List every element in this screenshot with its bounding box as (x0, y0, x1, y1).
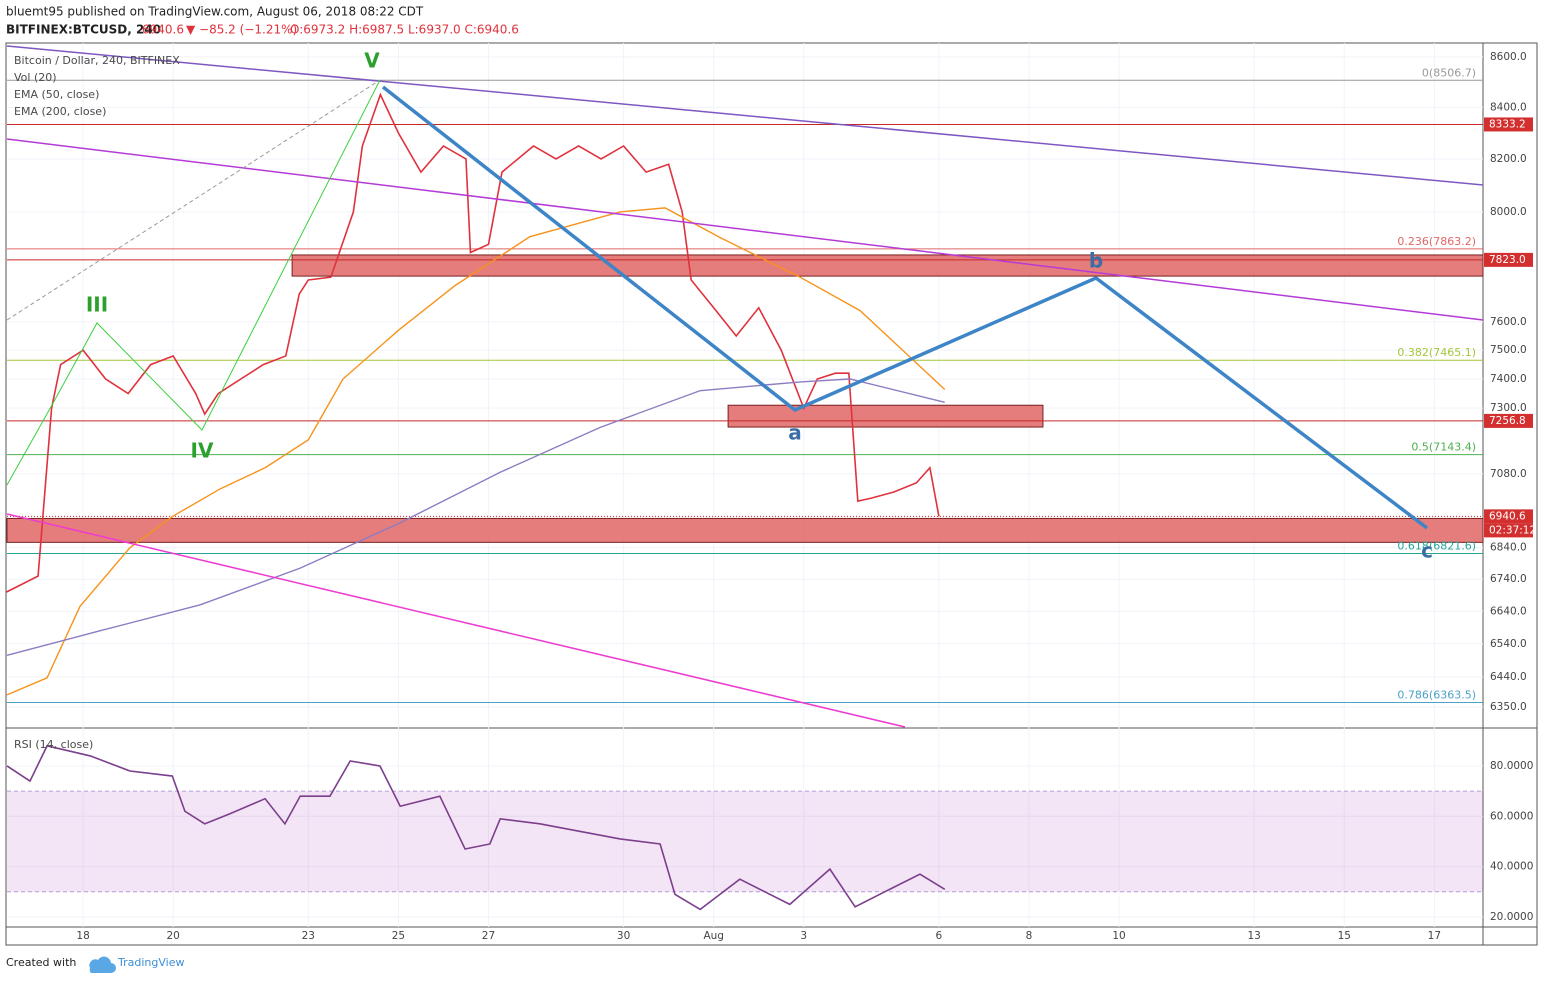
legend-entry: Vol (20) (14, 71, 57, 84)
y-tick-label: 80.0000 (1490, 760, 1533, 772)
wave-label: c (1421, 539, 1433, 563)
zone (6, 517, 1484, 543)
y-tick-label: 20.0000 (1490, 911, 1533, 923)
y-tick-label: 7300.0 (1490, 402, 1527, 414)
countdown: 02:37:12 (1489, 524, 1536, 536)
price-tag-label: 7823.0 (1489, 254, 1526, 266)
x-tick-label: 10 (1112, 930, 1125, 942)
wave-label: V (364, 49, 380, 73)
logo (89, 956, 116, 973)
x-tick-label: 17 (1428, 930, 1441, 942)
footer-brand: TradingView (117, 956, 184, 969)
fib-label: 0.618(6821.6) (1397, 539, 1476, 552)
series-line (6, 744, 946, 911)
zone (727, 404, 1044, 428)
trendline (6, 79, 381, 321)
wave-label: b (1089, 249, 1103, 273)
y-tick-label: 6740.0 (1490, 573, 1527, 585)
legend-entry: Bitcoin / Dollar, 240, BITFINEX (14, 54, 180, 67)
fib-label: 0.236(7863.2) (1397, 235, 1476, 248)
rsi-title: RSI (14, close) (14, 738, 93, 751)
price-tag-label: 6940.6 (1489, 510, 1526, 522)
series-line (6, 207, 946, 696)
price-tag (1484, 117, 1533, 132)
trendline (6, 45, 1484, 186)
price-tag (1484, 413, 1533, 428)
price-tag (1484, 509, 1533, 524)
x-tick-label: 15 (1338, 930, 1351, 942)
x-tick-label: Aug (703, 930, 724, 942)
symbol: BITFINEX:BTCUSD, 240 (6, 23, 161, 37)
x-tick-label: 3 (800, 930, 807, 942)
y-tick-label: 8600.0 (1490, 51, 1527, 63)
trendline (6, 138, 1484, 321)
x-tick-label: 8 (1026, 930, 1033, 942)
abc-path (381, 85, 1429, 530)
wave-label: a (788, 421, 802, 445)
x-tick-label: 20 (167, 930, 180, 942)
rsi-band (7, 791, 1483, 892)
fib-label: 0.5(7143.4) (1411, 441, 1476, 454)
fib-label: 0(8506.7) (1422, 66, 1476, 79)
y-tick-label: 8000.0 (1490, 206, 1527, 218)
price-tag-label: 7256.8 (1489, 415, 1526, 427)
x-tick-label: 6 (936, 930, 943, 942)
legend-entry: EMA (200, close) (14, 105, 106, 118)
footer-created: Created with (6, 956, 76, 969)
y-tick-label: 8400.0 (1490, 101, 1527, 113)
y-tick-label: 6840.0 (1490, 542, 1527, 554)
trendline (6, 513, 906, 728)
x-tick-label: 27 (482, 930, 495, 942)
wave-label: IV (191, 439, 214, 463)
frame (5, 42, 1538, 946)
price-tag (1484, 252, 1533, 267)
change: ▼ −85.2 (−1.21%) (186, 23, 297, 37)
y-tick-label: 6540.0 (1490, 638, 1527, 650)
legend-entry: EMA (50, close) (14, 88, 99, 101)
price-tag-label: 8333.2 (1489, 118, 1526, 130)
fib-label: 0.382(7465.1) (1397, 346, 1476, 359)
y-tick-label: 7080.0 (1490, 468, 1527, 480)
x-tick-label: 13 (1248, 930, 1261, 942)
wave-path (6, 79, 381, 486)
trendlines (6, 45, 1484, 728)
wave-label: III (86, 293, 108, 317)
zone (291, 254, 1484, 277)
last-price: 6940.6 (142, 23, 184, 37)
x-tick-label: 30 (617, 930, 630, 942)
y-tick-label: 60.0000 (1490, 810, 1533, 822)
y-tick-label: 7500.0 (1490, 344, 1527, 356)
countdown-tag (1484, 523, 1533, 538)
published: bluemt95 published on TradingView.com, A… (6, 5, 424, 19)
x-tick-label: 25 (392, 930, 405, 942)
fib-label: 0.786(6363.5) (1397, 688, 1476, 701)
y-tick-label: 6350.0 (1490, 701, 1527, 713)
y-tick-label: 7400.0 (1490, 373, 1527, 385)
y-tick-label: 6440.0 (1490, 671, 1527, 683)
y-tick-label: 8200.0 (1490, 153, 1527, 165)
ohlc: O:6973.2 H:6987.5 L:6937.0 C:6940.6 (290, 23, 519, 37)
x-tick-label: 18 (76, 930, 89, 942)
y-tick-label: 7600.0 (1490, 316, 1527, 328)
y-tick-label: 6640.0 (1490, 605, 1527, 617)
series-line (6, 378, 945, 656)
y-tick-label: 40.0000 (1490, 861, 1533, 873)
series-line (6, 92, 940, 593)
x-tick-label: 23 (302, 930, 315, 942)
